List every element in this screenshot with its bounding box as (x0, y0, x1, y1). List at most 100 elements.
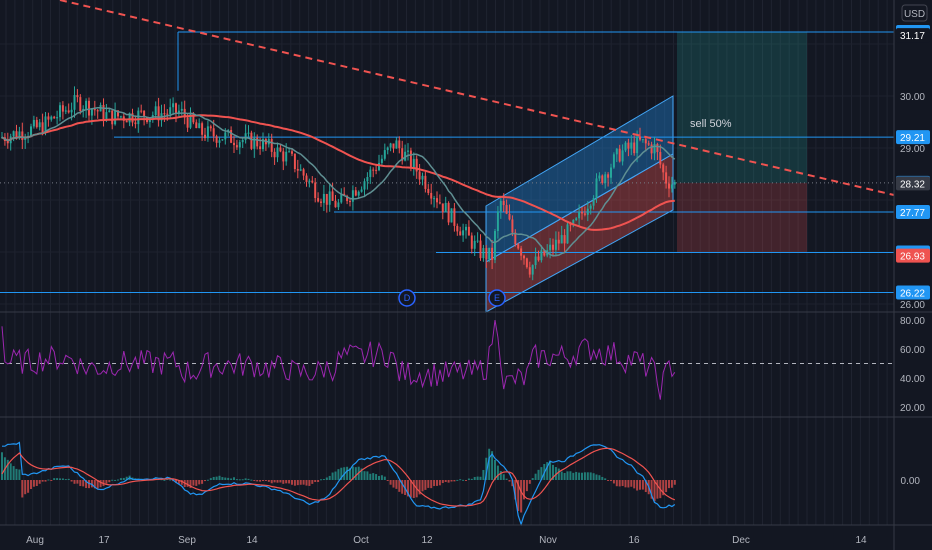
macd-histogram-bar (668, 480, 670, 489)
macd-histogram-bar (369, 473, 372, 480)
candle-body (366, 177, 369, 182)
macd-histogram-bar (433, 480, 436, 487)
macd-histogram-bar (346, 466, 349, 480)
macd-histogram-bar (552, 464, 554, 480)
candle-body (238, 142, 241, 148)
macd-tick-label: 0.00 (901, 476, 921, 487)
macd-histogram-bar (291, 480, 293, 485)
macd-histogram-bar (64, 479, 67, 481)
candle-body (488, 247, 491, 260)
candle-body (447, 202, 450, 223)
candle-body (523, 255, 525, 259)
macd-histogram-bar (398, 480, 401, 492)
candle-body (528, 267, 531, 275)
candle-body (473, 240, 476, 249)
macd-histogram-bar (177, 480, 180, 484)
macd-histogram-bar (192, 480, 195, 486)
candle-body (424, 175, 427, 189)
macd-histogram-bar (618, 480, 621, 487)
candle-body (38, 122, 41, 128)
candle-body (21, 131, 24, 140)
candle-body (537, 256, 540, 261)
candle-body (444, 202, 447, 213)
candle-body (41, 122, 44, 134)
macd-histogram-bar (360, 468, 363, 480)
candle-body (119, 116, 122, 118)
candle-body (508, 213, 511, 220)
macd-histogram-bar (517, 480, 520, 512)
candle-body (601, 175, 604, 184)
macd-histogram-bar (279, 480, 282, 483)
macd-histogram-bar (204, 480, 206, 482)
ma-fast-line (1, 106, 676, 257)
candle-body (514, 232, 517, 245)
price-tag (896, 130, 930, 145)
macd-histogram-bar (61, 478, 64, 480)
macd-histogram-bar (322, 479, 325, 481)
macd-histogram-bar (456, 479, 459, 481)
macd-histogram-bar (569, 471, 572, 480)
macd-histogram-bar (38, 480, 41, 484)
candle-body (604, 174, 607, 184)
candle-body (279, 147, 282, 152)
candle-body (221, 139, 224, 141)
macd-histogram-bar (334, 471, 337, 480)
descending-trendline (59, 0, 895, 196)
macd-histogram-bar (531, 478, 534, 480)
macd-histogram-bar (557, 468, 560, 480)
macd-histogram-bar (32, 480, 35, 487)
macd-histogram-bar (288, 480, 291, 484)
macd-histogram-bar (575, 471, 578, 480)
candle-body (534, 256, 537, 266)
macd-histogram-bar (441, 480, 444, 484)
macd-histogram-bar (311, 480, 314, 484)
candle-body (328, 191, 331, 205)
candle-body (140, 110, 143, 112)
candle-body (479, 240, 482, 259)
macd-histogram-bar (438, 480, 441, 486)
macd-histogram-bar (351, 466, 354, 480)
candle-body (270, 138, 273, 152)
candle-body (44, 116, 47, 134)
price-tag (896, 176, 930, 191)
macd-histogram-bar (534, 473, 537, 480)
candle-body (554, 239, 557, 250)
candle-body (389, 143, 392, 148)
candle-body (459, 231, 462, 236)
candle-body (665, 172, 668, 184)
time-tick-label: Nov (539, 535, 557, 546)
annotations: sell 50% D E (398, 118, 732, 307)
macd-histogram-bar (467, 478, 470, 480)
candle-body (192, 113, 195, 123)
candle-body (586, 208, 589, 215)
candle-body (230, 130, 233, 143)
candle-body (322, 193, 325, 203)
candle-body (398, 140, 401, 149)
macd-histogram-bar (583, 472, 586, 480)
macd-histogram-bar (578, 472, 581, 480)
macd-histogram-bar (494, 459, 496, 480)
macd-histogram-bar (389, 480, 392, 485)
macd-histogram-bar (270, 480, 273, 484)
candle-body (650, 144, 653, 154)
time-tick-label: 14 (855, 535, 867, 546)
candle-body (204, 134, 206, 139)
macd-histogram-bar (409, 480, 412, 498)
macd-histogram-bar (47, 479, 50, 481)
candle-body (337, 202, 340, 208)
candle-body (404, 151, 407, 161)
candle-body (35, 119, 38, 128)
candle-body (627, 142, 630, 149)
candle-body (247, 132, 250, 134)
candle-body (386, 147, 389, 151)
vertical-gridlines (5, 0, 888, 525)
macd-histogram-bar (630, 480, 633, 487)
macd-histogram-bar (108, 480, 111, 483)
candle-body (262, 139, 264, 150)
macd-histogram-bar (653, 480, 656, 502)
candle-body (128, 113, 131, 123)
macd-histogram-bar (15, 468, 18, 480)
candle-body (578, 212, 581, 219)
candle-body (53, 116, 56, 119)
